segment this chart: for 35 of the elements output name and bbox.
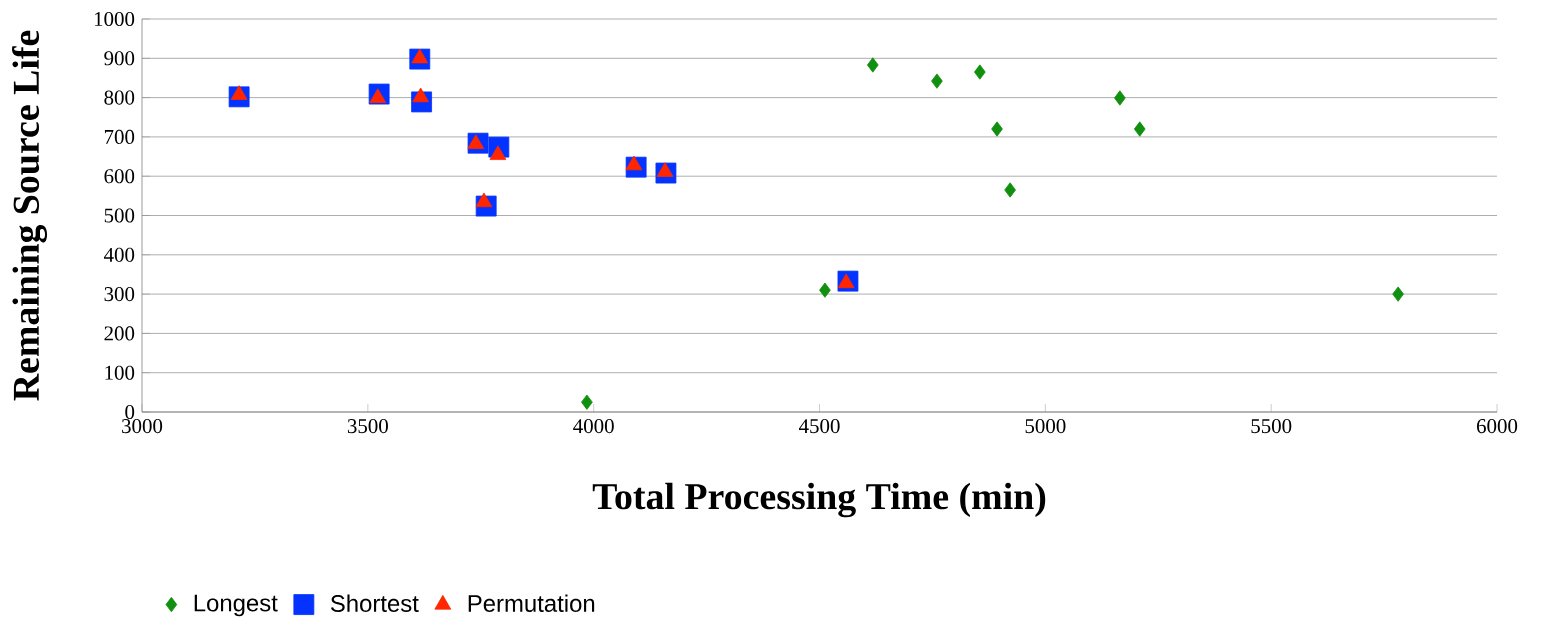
point bbox=[1133, 121, 1146, 137]
y-tick-label: 400 bbox=[103, 247, 135, 262]
point bbox=[867, 57, 879, 73]
point bbox=[819, 282, 831, 298]
point bbox=[1114, 90, 1126, 106]
x-tick-label: 6000 bbox=[1477, 419, 1518, 434]
legend-label: Longest bbox=[194, 594, 278, 617]
y-tick-label: 800 bbox=[104, 90, 135, 105]
y-tick-label: 900 bbox=[104, 51, 135, 66]
point bbox=[974, 64, 986, 80]
x-tick-label: 4500 bbox=[798, 419, 840, 434]
y-tick-label: 700 bbox=[104, 129, 135, 144]
point bbox=[581, 394, 593, 410]
x-tick-label: 5500 bbox=[1251, 419, 1292, 434]
y-tick-label: 1000 bbox=[94, 11, 135, 27]
point bbox=[1392, 286, 1404, 302]
y-tick-label: 100 bbox=[105, 365, 135, 380]
point bbox=[931, 73, 943, 89]
x-tick-label: 3000 bbox=[122, 419, 163, 434]
x-tick-label: 3500 bbox=[347, 419, 388, 434]
x-axis-title: Total Processing Time (min) bbox=[592, 482, 1046, 518]
point bbox=[1004, 182, 1016, 198]
y-tick-label: 300 bbox=[104, 287, 135, 302]
y-axis-title: Remaining Source Life bbox=[12, 30, 48, 401]
legend-label: Permutation bbox=[468, 594, 595, 612]
y-tick-label: 500 bbox=[104, 208, 135, 223]
point bbox=[991, 121, 1003, 137]
y-tick-label: 0 bbox=[125, 404, 135, 420]
y-tick-label: 600 bbox=[104, 169, 135, 184]
point bbox=[475, 192, 493, 208]
x-tick-label: 4000 bbox=[573, 419, 614, 434]
point bbox=[625, 155, 643, 171]
x-tick-label: 5000 bbox=[1025, 419, 1066, 434]
legend-label: Shortest bbox=[330, 594, 419, 612]
y-tick-label: 200 bbox=[104, 326, 135, 341]
